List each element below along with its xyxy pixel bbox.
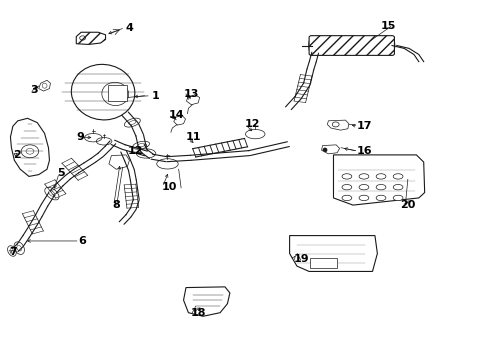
Text: 17: 17 (356, 121, 371, 131)
Ellipse shape (358, 174, 368, 179)
Bar (310, 258, 336, 268)
Text: 3: 3 (30, 85, 38, 95)
Text: 13: 13 (183, 89, 199, 99)
Text: 11: 11 (185, 132, 201, 142)
Bar (108, 85, 127, 101)
Text: 16: 16 (356, 146, 371, 156)
Text: 6: 6 (79, 236, 86, 246)
Text: 8: 8 (113, 200, 121, 210)
Ellipse shape (341, 195, 351, 201)
Ellipse shape (375, 184, 385, 190)
Text: 12: 12 (244, 120, 260, 129)
Text: 10: 10 (161, 182, 177, 192)
Ellipse shape (358, 184, 368, 190)
Text: 4: 4 (125, 23, 133, 33)
Text: 18: 18 (190, 308, 206, 318)
Ellipse shape (392, 184, 402, 190)
Ellipse shape (375, 174, 385, 179)
Text: 15: 15 (380, 21, 396, 31)
Text: 1: 1 (152, 91, 159, 101)
Text: 19: 19 (293, 254, 308, 264)
Ellipse shape (392, 195, 402, 201)
Ellipse shape (341, 174, 351, 179)
Text: 12: 12 (127, 146, 142, 156)
Ellipse shape (358, 195, 368, 201)
Ellipse shape (392, 174, 402, 179)
Ellipse shape (341, 184, 351, 190)
Ellipse shape (375, 195, 385, 201)
FancyBboxPatch shape (308, 36, 394, 55)
Text: 14: 14 (168, 111, 184, 121)
Text: 5: 5 (57, 168, 64, 178)
Text: 9: 9 (76, 132, 84, 142)
Text: 2: 2 (13, 150, 20, 160)
Text: 20: 20 (400, 200, 415, 210)
Text: 7: 7 (9, 247, 17, 257)
